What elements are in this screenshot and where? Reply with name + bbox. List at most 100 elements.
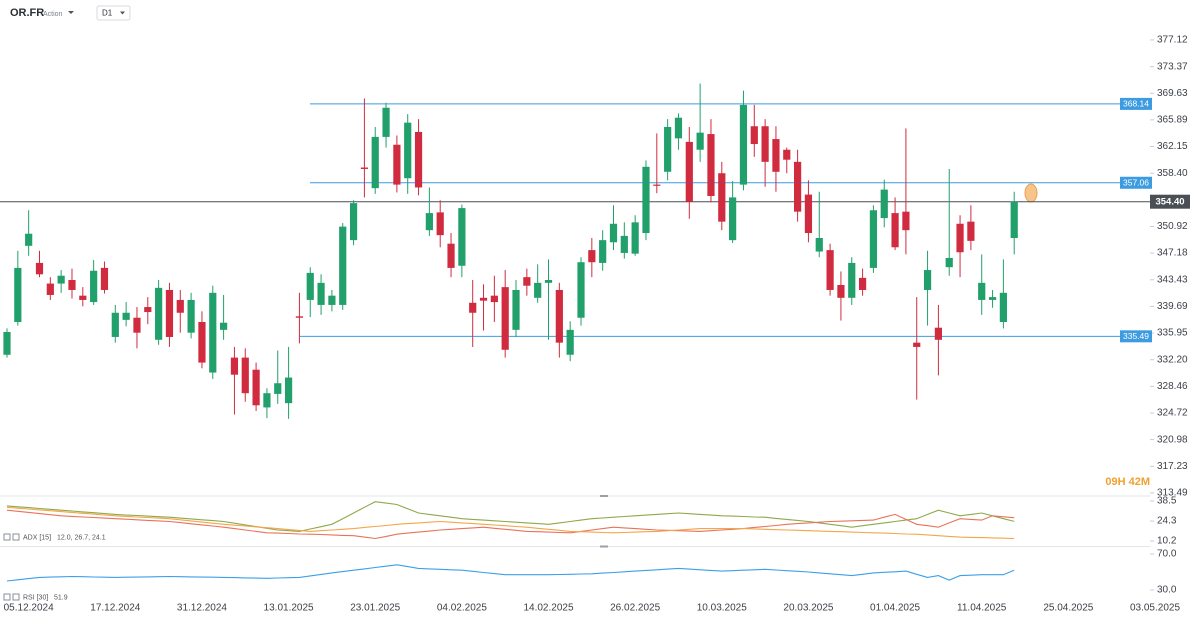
candle-body xyxy=(111,312,119,337)
candle-body xyxy=(317,282,325,305)
last-price-label: 354.40 xyxy=(1155,197,1184,208)
x-tick-label: 17.12.2024 xyxy=(90,603,140,614)
alert-marker[interactable] xyxy=(1024,183,1038,203)
candle-body xyxy=(988,297,997,300)
y-tick-label: 324.72 xyxy=(1157,408,1188,419)
candle-body xyxy=(501,287,509,350)
timeframe[interactable]: D1 xyxy=(102,9,113,18)
y-tick-label: 317.23 xyxy=(1157,461,1188,472)
candle-body xyxy=(880,189,888,219)
y-tick-label: 377.12 xyxy=(1157,35,1188,46)
candle-body xyxy=(967,221,975,241)
candle-body xyxy=(252,369,260,406)
level-label: 335.49 xyxy=(1123,331,1149,341)
y-tick-label: 320.98 xyxy=(1157,434,1188,445)
x-tick-label: 10.03.2025 xyxy=(697,603,747,614)
y-tick-label: 369.63 xyxy=(1157,88,1188,99)
candle-body xyxy=(620,235,628,253)
x-tick-label: 23.01.2025 xyxy=(350,603,400,614)
candle-body xyxy=(1010,201,1018,239)
candle-body xyxy=(155,287,163,340)
indicator-icon[interactable] xyxy=(3,593,11,601)
x-tick-label: 20.03.2025 xyxy=(783,603,833,614)
candle-body xyxy=(794,161,802,212)
candle-body xyxy=(653,184,661,186)
candle-body xyxy=(382,107,390,137)
x-tick-label: 01.04.2025 xyxy=(870,603,920,614)
rsi-tick-label: 30.0 xyxy=(1157,585,1177,596)
rsi-label: RSI [30] xyxy=(23,594,48,601)
candle-body xyxy=(284,377,293,404)
candle-body xyxy=(198,322,206,363)
candle-body xyxy=(999,292,1007,323)
candle-body xyxy=(469,302,477,313)
last-price-box xyxy=(1150,194,1190,209)
x-tick-label: 03.05.2025 xyxy=(1130,603,1180,614)
panel-handle[interactable] xyxy=(600,495,608,497)
panel-handle[interactable] xyxy=(600,545,608,548)
level-label: 368.14 xyxy=(1123,99,1149,109)
candle-body xyxy=(783,149,791,160)
candle-body xyxy=(902,211,910,231)
symbol[interactable]: OR.FR xyxy=(10,7,44,19)
candle-body xyxy=(761,126,769,162)
candle-body xyxy=(122,312,130,320)
candle-body xyxy=(68,280,76,290)
candle-body xyxy=(25,233,33,246)
candle-body xyxy=(306,272,314,300)
candle-body xyxy=(165,289,174,337)
rsi-tick-label: 70.0 xyxy=(1157,549,1177,560)
candle-body xyxy=(945,257,953,268)
y-tick-label: 373.37 xyxy=(1157,61,1188,72)
candle-body xyxy=(923,270,932,290)
candle-body xyxy=(913,342,921,347)
candle-body xyxy=(729,197,737,241)
candle-body xyxy=(241,357,249,394)
candle-body xyxy=(263,393,271,408)
candle-body xyxy=(90,270,98,303)
instrument-type: Action xyxy=(43,11,63,18)
candle-body xyxy=(934,327,942,340)
indicator-icon[interactable] xyxy=(12,593,20,601)
candle-body xyxy=(599,240,607,263)
symbol-dropdown[interactable] xyxy=(68,11,74,14)
candle-body xyxy=(274,383,282,394)
candle-body xyxy=(295,316,304,318)
candle-body xyxy=(458,208,466,266)
candle-body xyxy=(772,139,780,172)
timeframe-dropdown[interactable] xyxy=(120,11,125,15)
candle-body xyxy=(133,317,141,333)
x-tick-label: 14.02.2025 xyxy=(523,603,573,614)
candle-body xyxy=(230,357,239,375)
candle-body xyxy=(707,134,715,197)
rsi-line xyxy=(6,564,1015,582)
candle-body xyxy=(555,289,563,343)
candle-body xyxy=(804,194,813,234)
candle-body xyxy=(187,299,195,333)
candle-body xyxy=(891,213,899,248)
candle-body xyxy=(978,282,986,300)
x-tick-label: 31.12.2024 xyxy=(177,603,227,614)
candle-body xyxy=(490,295,498,303)
candle-body xyxy=(826,250,834,290)
candle-body xyxy=(588,250,596,263)
candle-body xyxy=(956,223,964,253)
timeframe-box[interactable] xyxy=(96,5,131,21)
adx-label: ADX [15] xyxy=(23,534,51,541)
indicator-icon[interactable] xyxy=(12,533,20,541)
adx-line xyxy=(6,501,1015,532)
indicator-icon[interactable] xyxy=(3,533,11,541)
adx-line xyxy=(6,506,1015,540)
candle-body xyxy=(328,295,336,305)
candle-body xyxy=(3,331,11,355)
candle-body xyxy=(436,212,444,236)
y-tick-label: 313.49 xyxy=(1157,488,1188,499)
candle-body xyxy=(858,277,867,290)
candle-body xyxy=(349,203,358,241)
x-tick-label: 13.01.2025 xyxy=(264,603,314,614)
candle-body xyxy=(360,167,368,169)
adx-tick-label: 10.2 xyxy=(1157,536,1177,547)
countdown: 09H 42M xyxy=(1105,476,1150,488)
